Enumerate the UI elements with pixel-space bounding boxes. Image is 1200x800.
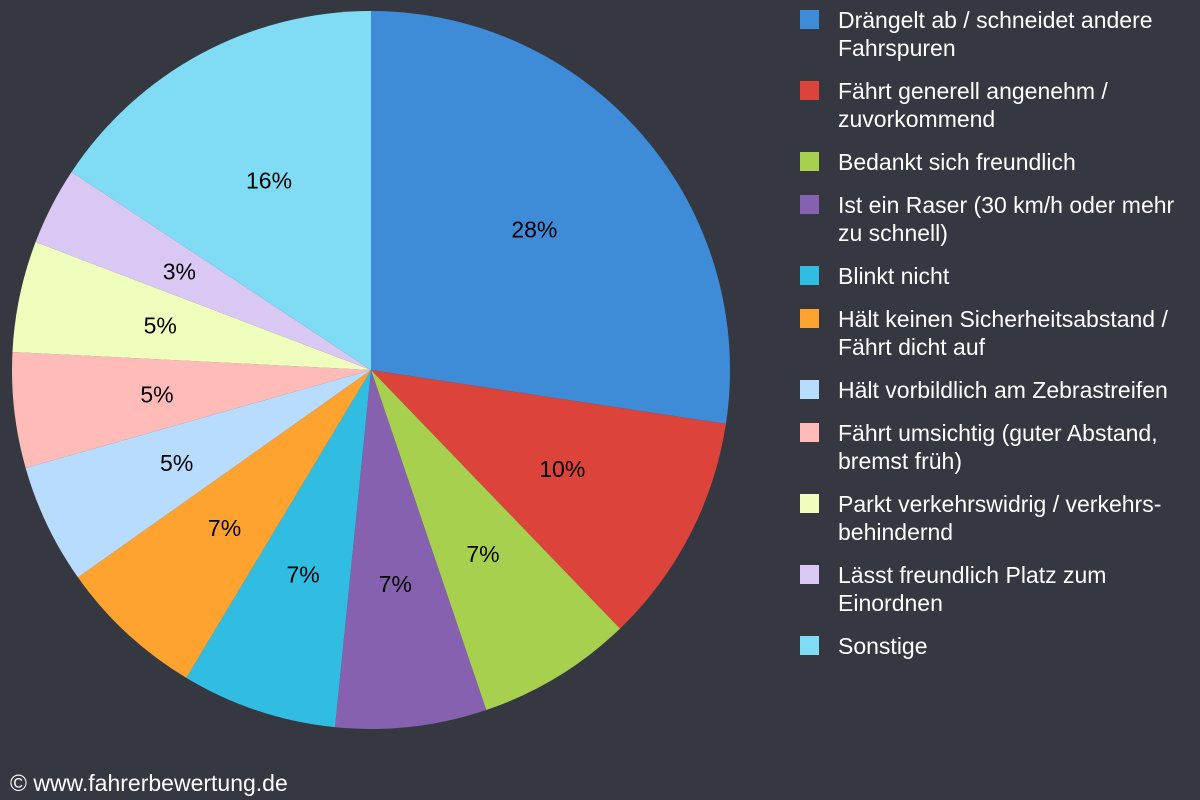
slice-percent-label: 7% [287, 561, 320, 587]
pie-slice [12, 242, 372, 370]
legend-swatch [800, 636, 819, 655]
legend-item: Hält keinen Sicherheitsabstand / Fährt d… [800, 305, 1195, 361]
legend-item: Blinkt nicht [800, 262, 1195, 290]
legend-swatch [800, 494, 819, 513]
legend-swatch [800, 10, 819, 29]
copyright-footer: © www.fahrerbewertung.de [10, 770, 288, 796]
chart-legend: Drängelt ab / schneidet andere Fahrspure… [800, 6, 1195, 675]
legend-swatch [800, 423, 819, 442]
legend-item: Drängelt ab / schneidet andere Fahrspure… [800, 6, 1195, 62]
legend-label: Sonstige [838, 633, 928, 659]
slice-percent-label: 5% [144, 313, 177, 339]
pie-slice [77, 370, 372, 678]
legend-label: Parkt verkehrswidrig / verkehrs-behinder… [838, 491, 1162, 545]
slice-percent-label: 7% [466, 541, 499, 567]
slice-percent-label: 16% [246, 167, 292, 193]
legend-swatch [800, 195, 819, 214]
legend-swatch [800, 152, 819, 171]
legend-item: Lässt freundlich Platz zum Einordnen [800, 561, 1195, 617]
slice-percent-label: 5% [140, 381, 173, 407]
slice-percent-label: 5% [160, 450, 193, 476]
legend-swatch [800, 380, 819, 399]
legend-item: Ist ein Raser (30 km/h oder mehr zu schn… [800, 191, 1195, 247]
legend-swatch [800, 266, 819, 285]
pie-slice [371, 370, 726, 629]
legend-label: Blinkt nicht [838, 263, 950, 289]
legend-swatch [800, 309, 819, 328]
legend-label: Bedankt sich freundlich [838, 149, 1076, 175]
slice-percent-label: 3% [163, 259, 196, 285]
pie-slice [25, 370, 371, 578]
legend-item: Bedankt sich freundlich [800, 148, 1195, 176]
pie-slice [371, 11, 730, 424]
legend-swatch [800, 565, 819, 584]
slice-percent-label: 7% [208, 515, 241, 541]
legend-swatch [800, 81, 819, 100]
legend-label: Lässt freundlich Platz zum Einordnen [838, 562, 1107, 616]
legend-item: Parkt verkehrswidrig / verkehrs-behinder… [800, 490, 1195, 546]
legend-item: Fährt generell angenehm / zuvorkommend [800, 77, 1195, 133]
pie-slice [334, 370, 487, 730]
legend-label: Drängelt ab / schneidet andere Fahrspure… [838, 7, 1153, 61]
slice-percent-label: 10% [539, 456, 585, 482]
legend-label: Fährt umsichtig (guter Abstand, bremst f… [838, 420, 1158, 474]
legend-label: Hält keinen Sicherheitsabstand / Fährt d… [838, 306, 1168, 360]
pie-slice [371, 370, 621, 711]
pie-slice [11, 351, 371, 468]
legend-label: Hält vorbildlich am Zebrastreifen [838, 377, 1168, 403]
pie-chart: 28% 10% 7% 7% 7% 7% 5% 5% 5% 3% 16% [11, 11, 730, 730]
pie-slice [71, 11, 371, 370]
slice-percent-label: 7% [379, 571, 412, 597]
slice-percent-label: 28% [511, 217, 557, 243]
legend-label: Fährt generell angenehm / zuvorkommend [838, 78, 1108, 132]
legend-label: Ist ein Raser (30 km/h oder mehr zu schn… [838, 192, 1175, 246]
legend-item: Hält vorbildlich am Zebrastreifen [800, 376, 1195, 404]
legend-item: Sonstige [800, 632, 1195, 660]
pie-slice [35, 171, 372, 370]
pie-slice [186, 370, 371, 728]
legend-item: Fährt umsichtig (guter Abstand, bremst f… [800, 419, 1195, 475]
